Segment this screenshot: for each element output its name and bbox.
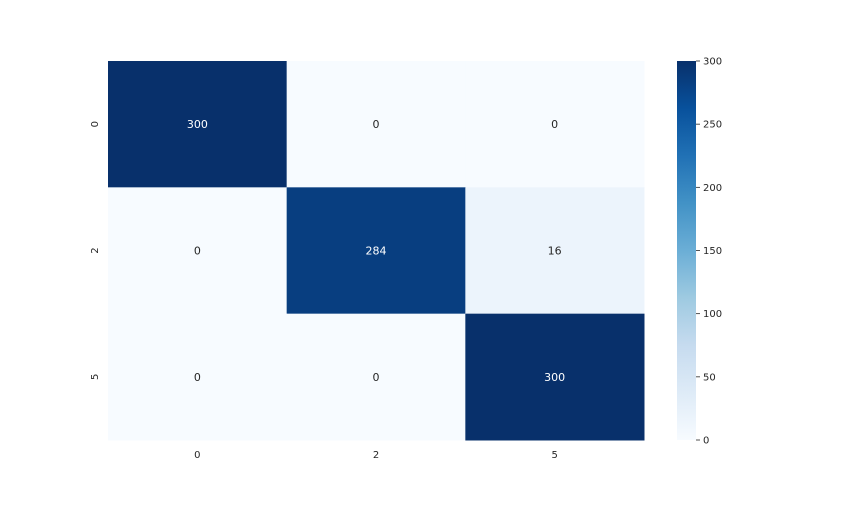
colorbar-gradient [677, 61, 696, 440]
cell-value-label: 300 [187, 118, 208, 131]
y-axis: 0 2 5 [90, 121, 101, 380]
y-tick-label: 0 [90, 121, 101, 127]
heatmap-cell [465, 187, 645, 315]
cell-value-label: 0 [194, 371, 201, 384]
heatmap-cell [465, 313, 645, 441]
cell-value-label: 0 [373, 371, 380, 384]
y-tick-label: 5 [90, 374, 101, 380]
heatmap-cell [286, 187, 466, 315]
colorbar-tick-label: 150 [703, 246, 722, 257]
cell-value-label: 0 [194, 245, 201, 258]
heatmap-cell [286, 313, 466, 441]
colorbar-ticks: 0 50 100 150 200 250 300 [696, 57, 722, 447]
heatmap-cell [108, 61, 288, 188]
colorbar-tick-label: 250 [703, 120, 722, 131]
x-axis: 0 2 5 [194, 450, 558, 461]
colorbar [677, 61, 696, 440]
heatmap-cell [465, 61, 645, 188]
y-tick-label: 2 [90, 247, 101, 253]
cell-value-label: 0 [373, 118, 380, 131]
cell-value-label: 284 [366, 245, 387, 258]
colorbar-tick-label: 100 [703, 309, 722, 320]
x-tick-label: 0 [194, 450, 200, 461]
x-tick-label: 5 [551, 450, 557, 461]
cell-value-label: 300 [544, 371, 565, 384]
cell-value-label: 0 [551, 118, 558, 131]
x-tick-label: 2 [373, 450, 379, 461]
cell-value-label: 16 [548, 245, 562, 258]
colorbar-tick-label: 0 [703, 436, 709, 447]
heatmap-cell [286, 61, 466, 188]
colorbar-tick-label: 200 [703, 183, 722, 194]
heatmap-cell [108, 187, 288, 315]
colorbar-tick-label: 50 [703, 372, 716, 383]
heatmap-cell [108, 313, 288, 441]
colorbar-tick-label: 300 [703, 57, 722, 68]
heatmap-cells [108, 61, 645, 441]
cell-annotations: 300 0 0 0 284 16 0 0 300 [187, 118, 565, 384]
